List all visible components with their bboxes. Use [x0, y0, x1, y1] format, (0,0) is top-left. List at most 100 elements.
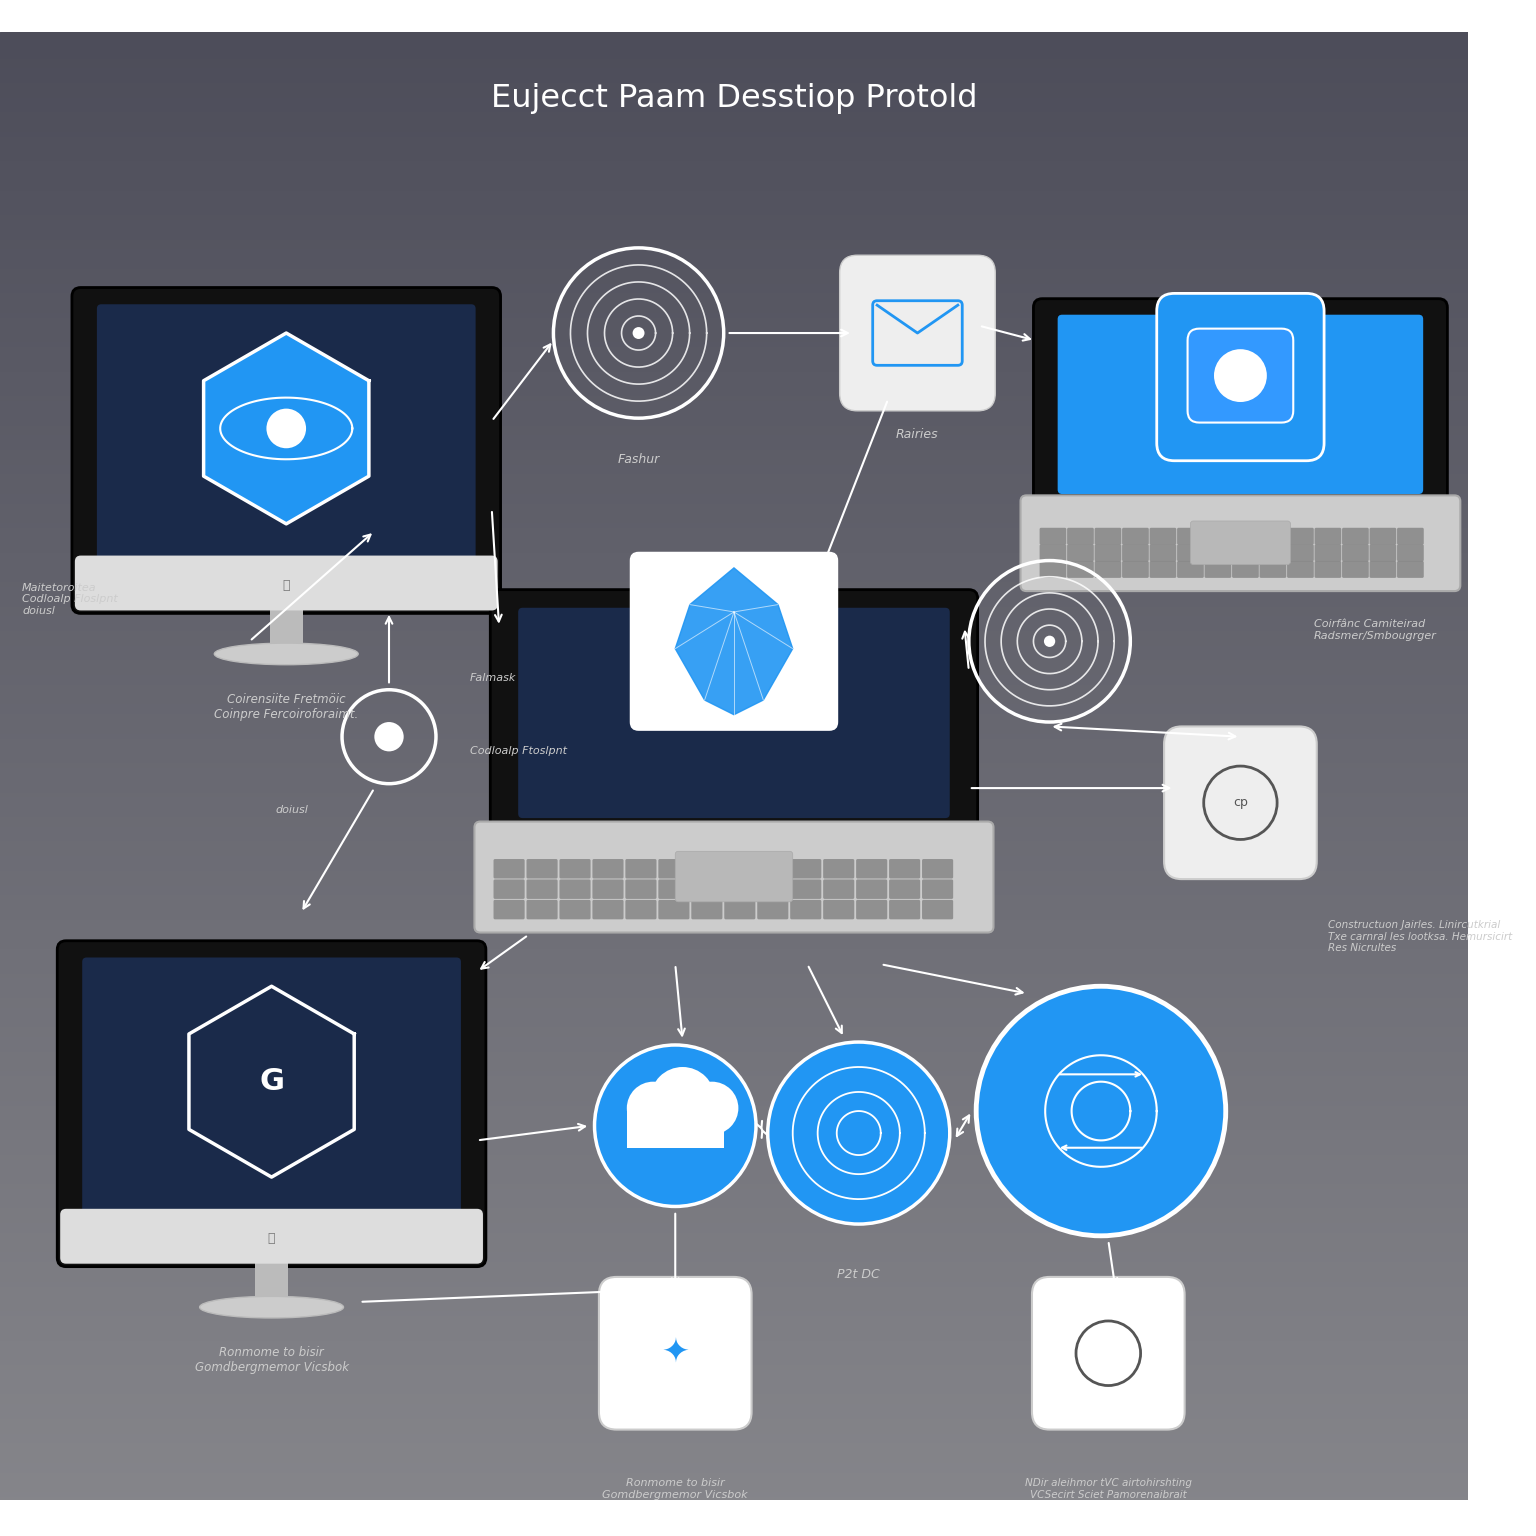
Bar	[0, 1333, 1468, 1338]
Bar	[0, 727, 1468, 731]
FancyBboxPatch shape	[872, 301, 962, 366]
FancyBboxPatch shape	[593, 880, 624, 899]
Text: Fashur: Fashur	[617, 453, 659, 467]
FancyBboxPatch shape	[691, 900, 722, 920]
FancyBboxPatch shape	[1370, 544, 1396, 561]
Bar	[0, 214, 1468, 218]
Bar	[0, 1412, 1468, 1416]
FancyBboxPatch shape	[1287, 528, 1313, 545]
FancyBboxPatch shape	[1157, 293, 1324, 461]
Bar	[0, 1304, 1468, 1309]
Bar	[0, 257, 1468, 263]
Bar	[0, 693, 1468, 697]
FancyBboxPatch shape	[1260, 561, 1286, 578]
FancyBboxPatch shape	[490, 590, 977, 836]
FancyBboxPatch shape	[1149, 544, 1177, 561]
FancyBboxPatch shape	[57, 940, 485, 1267]
FancyBboxPatch shape	[1398, 561, 1424, 578]
Bar	[0, 708, 1468, 713]
Bar	[0, 527, 1468, 531]
Bar	[0, 409, 1468, 413]
Bar	[0, 1270, 1468, 1275]
FancyBboxPatch shape	[1232, 544, 1260, 561]
Bar	[0, 653, 1468, 659]
Bar	[0, 1402, 1468, 1407]
FancyBboxPatch shape	[1068, 561, 1094, 578]
Bar	[0, 928, 1468, 932]
Bar	[0, 1447, 1468, 1452]
Ellipse shape	[200, 1296, 344, 1318]
Bar	[0, 903, 1468, 908]
Bar	[0, 1353, 1468, 1358]
Bar	[0, 1362, 1468, 1369]
Bar	[0, 184, 1468, 189]
Bar	[0, 849, 1468, 854]
Bar	[0, 1143, 1468, 1147]
Bar	[0, 355, 1468, 359]
FancyBboxPatch shape	[1040, 528, 1066, 545]
Bar	[0, 1035, 1468, 1040]
Text: G: G	[260, 1068, 284, 1097]
Bar	[0, 1441, 1468, 1447]
Circle shape	[594, 1044, 756, 1206]
Circle shape	[633, 327, 645, 339]
Bar	[0, 1255, 1468, 1260]
Text: NDir aleihmor tVC airtohirshting
VCSecirt Sciet Pamorenaibrait: NDir aleihmor tVC airtohirshting VCSecir…	[1025, 1478, 1192, 1499]
Bar	[0, 341, 1468, 346]
FancyBboxPatch shape	[1204, 528, 1232, 545]
Bar	[0, 498, 1468, 502]
Bar	[0, 100, 1468, 106]
Bar	[0, 1127, 1468, 1134]
Bar	[0, 1152, 1468, 1158]
Bar	[0, 194, 1468, 198]
FancyBboxPatch shape	[559, 880, 590, 899]
Bar	[0, 120, 1468, 124]
Bar	[0, 581, 1468, 585]
Bar	[0, 762, 1468, 766]
Circle shape	[1044, 636, 1055, 647]
FancyBboxPatch shape	[1058, 315, 1424, 495]
Bar	[0, 1358, 1468, 1362]
Bar	[0, 424, 1468, 429]
Bar	[0, 1266, 1468, 1270]
FancyBboxPatch shape	[625, 859, 656, 879]
FancyBboxPatch shape	[1342, 528, 1369, 545]
Text: Ronmome to bisir
Gomdbergmemor Vicsbok: Ronmome to bisir Gomdbergmemor Vicsbok	[195, 1346, 349, 1373]
Bar	[0, 1098, 1468, 1104]
Bar	[0, 948, 1468, 952]
Bar	[0, 429, 1468, 433]
Bar	[0, 614, 1468, 619]
Bar	[0, 659, 1468, 664]
Bar	[0, 1315, 1468, 1319]
Bar	[0, 576, 1468, 581]
Bar	[0, 1206, 1468, 1212]
Bar	[0, 991, 1468, 995]
Bar	[0, 124, 1468, 131]
Bar	[0, 776, 1468, 780]
FancyBboxPatch shape	[559, 859, 590, 879]
Bar	[0, 281, 1468, 287]
Bar	[0, 61, 1468, 66]
Bar	[0, 267, 1468, 272]
FancyBboxPatch shape	[1342, 544, 1369, 561]
FancyBboxPatch shape	[593, 900, 624, 920]
Bar	[0, 1069, 1468, 1074]
Bar	[0, 1064, 1468, 1069]
Bar	[0, 879, 1468, 883]
Bar	[0, 1349, 1468, 1353]
Bar	[0, 169, 1468, 174]
FancyBboxPatch shape	[676, 851, 793, 902]
Bar	[0, 995, 1468, 1001]
FancyBboxPatch shape	[659, 859, 690, 879]
FancyBboxPatch shape	[1164, 727, 1316, 879]
Bar	[0, 923, 1468, 928]
Text: doiusl: doiusl	[275, 805, 309, 816]
Bar	[0, 986, 1468, 991]
Bar	[0, 756, 1468, 762]
Bar	[0, 840, 1468, 845]
Text: Falmask: Falmask	[470, 673, 516, 684]
Bar	[0, 677, 1468, 684]
Bar	[0, 198, 1468, 203]
Bar	[0, 86, 1468, 91]
Bar	[0, 413, 1468, 419]
